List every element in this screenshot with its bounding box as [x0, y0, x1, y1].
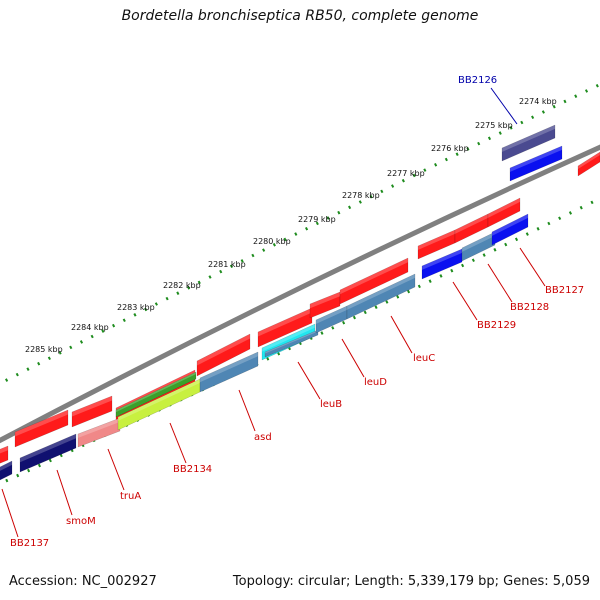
gene-label-trua[interactable]: truA	[120, 491, 141, 502]
gene-box-reverse	[77, 417, 121, 448]
label-leader-line	[341, 338, 365, 378]
gene-box-reverse	[509, 145, 563, 182]
kbp-label: 2283 kbp	[117, 303, 155, 312]
gene-box-highlight	[197, 334, 250, 366]
gene-box-highlight	[488, 198, 520, 218]
gene-box-highlight	[0, 461, 12, 471]
gene-box-highlight	[462, 232, 495, 252]
kbp-label: 2284 kbp	[71, 323, 109, 332]
label-leader-line	[107, 448, 125, 491]
kbp-label: 2275 kbp	[475, 121, 513, 130]
kbp-label: 2281 kbp	[208, 260, 246, 269]
gene-box-reverse	[0, 460, 13, 481]
topology-text: Topology: circular; Length: 5,339,179 bp…	[232, 574, 590, 589]
label-leader-line	[490, 87, 518, 125]
gene-box-reverse	[264, 329, 319, 358]
label-leader-line	[1, 488, 19, 538]
gene-box-highlight	[78, 418, 120, 438]
gene-box-reverse	[421, 248, 463, 280]
gene-box-highlight	[492, 214, 528, 236]
gene-box-highlight	[20, 434, 76, 463]
gene-features	[0, 124, 600, 481]
gene-box-highlight	[347, 274, 415, 310]
kbp-label: 2277 kbp	[387, 169, 425, 178]
gene-box-highlight	[262, 324, 315, 352]
gene-box-highlight	[310, 292, 340, 309]
gene-box-highlight	[258, 308, 312, 337]
label-leader-line	[452, 281, 478, 321]
gene-box-highlight	[72, 396, 112, 417]
ring-tracks	[0, 82, 600, 486]
kbp-label: 2279 kbp	[298, 215, 336, 224]
gene-box-forward	[309, 291, 341, 319]
gene-label-smom[interactable]: smoM	[66, 516, 96, 527]
gene-label-leud[interactable]: leuD	[364, 377, 387, 388]
accession-text: Accession: NC_002927	[9, 574, 157, 589]
gene-box-forward	[339, 257, 409, 305]
kbp-scale-labels: 2274 kbp 2275 kbp 2276 kbp 2277 kbp 2278 kbp…	[25, 97, 557, 354]
gene-box-forward	[115, 371, 197, 418]
gene-box-reverse	[346, 273, 416, 320]
kbp-label: 2280 kbp	[253, 237, 291, 246]
kbp-label: 2278 kbp	[342, 191, 380, 200]
gene-label-leub[interactable]: leuB	[320, 399, 342, 410]
gene-box-reverse	[491, 213, 529, 246]
genome-backbone	[0, 144, 600, 444]
gene-box-forward	[0, 445, 9, 464]
kbp-label: 2276 kbp	[431, 144, 469, 153]
gene-box-highlight	[510, 146, 562, 172]
gene-label-bb2127[interactable]: BB2127	[545, 285, 584, 296]
gene-box-highlight	[418, 230, 455, 250]
gene-box-highlight	[502, 125, 555, 152]
label-leader-line	[297, 361, 321, 400]
gene-box-highlight	[118, 379, 200, 421]
map-title: Bordetella bronchiseptica RB50, complete…	[121, 8, 479, 24]
gene-label-bb2128[interactable]: BB2128	[510, 302, 549, 313]
label-leader-line	[487, 263, 513, 303]
gene-box-bb2126	[501, 124, 556, 162]
gene-box-forward	[487, 197, 521, 228]
gene-box-highlight	[15, 410, 68, 437]
gene-box-highlight	[578, 152, 600, 169]
gene-box-reverse	[199, 351, 259, 393]
label-leader-line	[56, 469, 73, 516]
gene-label-bb2129[interactable]: BB2129	[477, 320, 516, 331]
gene-box-forward	[257, 307, 313, 348]
gene-box-highlight	[340, 258, 408, 295]
gene-box-highlight	[422, 249, 462, 270]
label-leader-line	[519, 247, 546, 287]
gene-box-highlight	[265, 330, 318, 354]
gene-label-bb2126[interactable]: BB2126	[458, 75, 497, 86]
gene-box-reverse	[461, 231, 496, 262]
gene-label-leuc[interactable]: leuC	[413, 353, 435, 364]
gene-box-forward	[577, 151, 600, 177]
gene-label-bb2137[interactable]: BB2137	[10, 538, 49, 549]
kbp-label: 2282 kbp	[163, 281, 201, 290]
gene-labels: BB2126 BB2127 BB2128 BB2129 leuC leuD leuB asd B…	[1, 75, 584, 549]
outer-tick-track	[0, 82, 600, 386]
label-leader-line	[390, 315, 413, 354]
gene-label-asd[interactable]: asd	[254, 432, 272, 443]
label-leader-line	[238, 389, 256, 432]
kbp-label: 2274 kbp	[519, 97, 557, 106]
gene-box-highlight	[316, 306, 347, 324]
gene-box-forward	[71, 395, 113, 428]
label-leader-line	[169, 422, 187, 464]
gene-box-reverse	[19, 433, 77, 473]
gene-box-forward	[196, 333, 251, 377]
inner-tick-track	[0, 196, 600, 486]
gene-box-highlight	[200, 352, 258, 383]
gene-box-highlight	[116, 372, 196, 413]
gene-label-bb2134[interactable]: BB2134	[173, 464, 212, 475]
gene-box-forward	[14, 409, 69, 448]
gene-box-highlight	[455, 214, 488, 234]
gene-box-highlight	[0, 446, 8, 454]
kbp-label: 2285 kbp	[25, 345, 63, 354]
